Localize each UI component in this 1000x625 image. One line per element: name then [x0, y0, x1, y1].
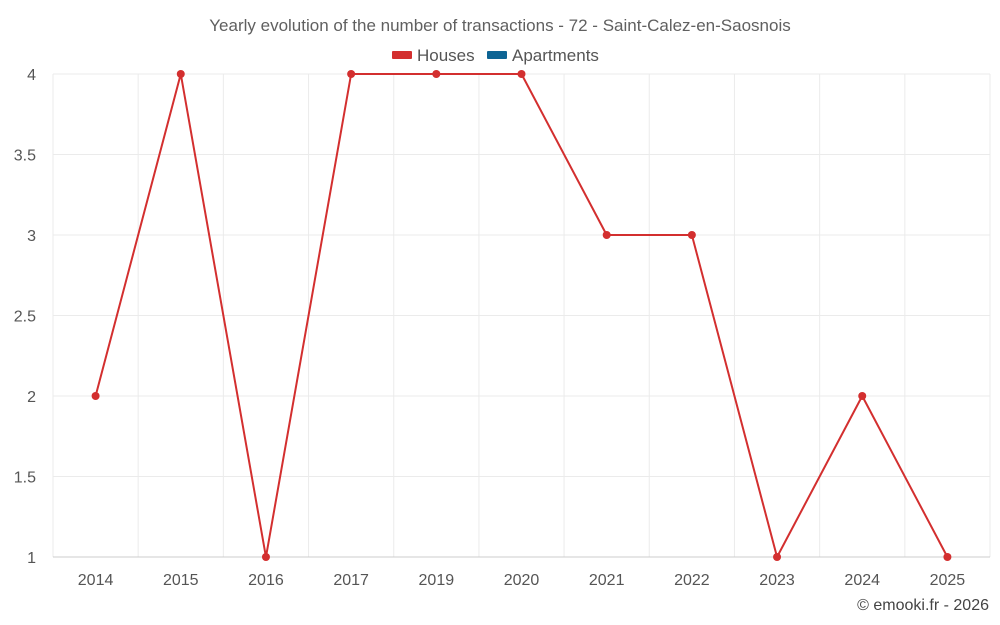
y-tick-label: 1	[27, 550, 36, 567]
y-tick-label: 4	[27, 67, 36, 84]
houses-point-2015[interactable]	[176, 70, 185, 78]
houses-point-2025[interactable]	[943, 553, 952, 561]
y-tick-label: 2.5	[14, 309, 36, 326]
x-tick-label: 2019	[419, 572, 455, 589]
x-tick-label: 2020	[504, 572, 540, 589]
x-tick-label: 2017	[333, 572, 369, 589]
houses-point-2019[interactable]	[432, 70, 441, 78]
x-tick-label: 2014	[78, 572, 114, 589]
x-tick-label: 2025	[930, 572, 966, 589]
x-tick-label: 2024	[844, 572, 880, 589]
houses-point-2024[interactable]	[858, 392, 867, 400]
x-tick-label: 2016	[248, 572, 284, 589]
houses-point-2020[interactable]	[517, 70, 526, 78]
y-axis: 1 1.5 2 2.5 3 3.5 4	[14, 67, 36, 567]
y-tick-label: 1.5	[14, 470, 36, 487]
y-tick-label: 3	[27, 228, 36, 245]
houses-point-2016[interactable]	[261, 553, 270, 561]
x-tick-label: 2023	[759, 572, 795, 589]
legend-label-houses[interactable]: Houses	[417, 46, 475, 65]
chart-title: Yearly evolution of the number of transa…	[209, 16, 790, 35]
y-tick-label: 2	[27, 389, 36, 406]
legend-swatch-houses[interactable]	[392, 51, 412, 59]
houses-point-2022[interactable]	[687, 231, 696, 239]
y-tick-label: 3.5	[14, 148, 36, 165]
legend-swatch-apartments[interactable]	[487, 51, 507, 59]
houses-point-2023[interactable]	[773, 553, 782, 561]
grid	[52, 73, 991, 558]
legend: Houses Apartments	[392, 46, 599, 65]
legend-label-apartments[interactable]: Apartments	[512, 46, 599, 65]
x-tick-label: 2021	[589, 572, 625, 589]
x-tick-label: 2015	[163, 572, 199, 589]
x-axis: 2014 2015 2016 2017 2019 2020 2021 2022 2023 2024…	[53, 556, 990, 589]
houses-point-2014[interactable]	[91, 392, 100, 400]
houses-point-2017[interactable]	[347, 70, 356, 78]
credit-text: © emooki.fr - 2026	[857, 597, 989, 614]
houses-point-2021[interactable]	[602, 231, 611, 239]
series-houses	[91, 70, 952, 561]
x-tick-label: 2022	[674, 572, 710, 589]
